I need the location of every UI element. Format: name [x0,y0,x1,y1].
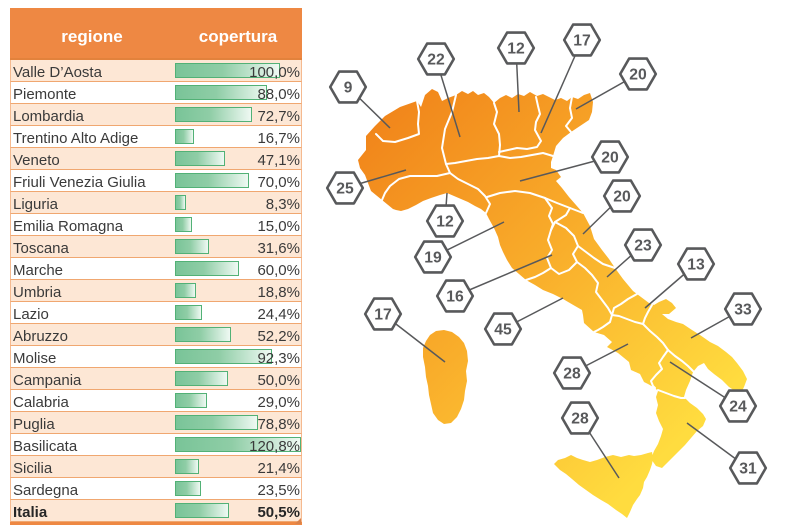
svg-text:22: 22 [427,52,445,69]
svg-text:16: 16 [446,289,464,306]
svg-text:24: 24 [729,399,747,416]
svg-text:12: 12 [507,41,525,58]
svg-text:28: 28 [563,366,581,383]
svg-text:20: 20 [613,189,631,206]
svg-text:17: 17 [573,33,591,50]
svg-text:25: 25 [336,181,354,198]
svg-text:9: 9 [344,80,353,97]
svg-text:23: 23 [634,238,652,255]
svg-text:13: 13 [687,257,705,274]
svg-text:45: 45 [494,322,512,339]
svg-text:19: 19 [424,250,442,267]
svg-text:12: 12 [436,214,454,231]
svg-text:33: 33 [734,302,752,319]
svg-text:17: 17 [374,307,392,324]
svg-text:31: 31 [739,461,757,478]
svg-text:20: 20 [629,67,647,84]
svg-text:20: 20 [601,150,619,167]
svg-text:28: 28 [571,411,589,428]
